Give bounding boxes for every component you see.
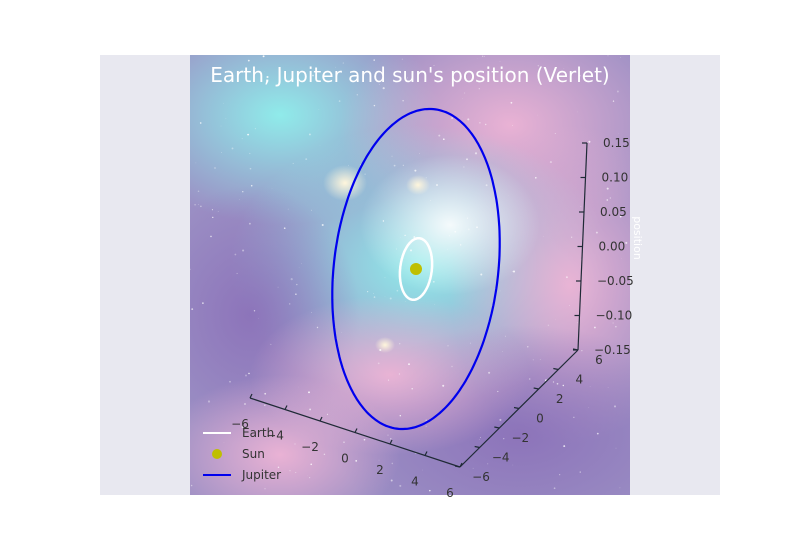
x-axis-tick (249, 393, 253, 399)
legend-label-sun: Sun (242, 447, 265, 461)
y-axis-tick (474, 445, 480, 449)
x-axis-tick (389, 439, 393, 445)
y-axis-tick-label: −2 (511, 431, 529, 445)
x-axis-tick-label: −4 (266, 429, 284, 443)
series-jupiter-orbit (331, 107, 501, 431)
x-axis-tick (354, 428, 358, 433)
z-axis-tick-label: 0.05 (600, 205, 627, 219)
legend: Earth Sun Jupiter (203, 426, 281, 482)
x-axis-tick-label: −2 (301, 440, 319, 454)
y-axis-tick-label: 2 (556, 392, 564, 406)
x-axis-tick-label: 0 (341, 452, 349, 466)
series-layer (331, 107, 501, 431)
y-axis-tick-label: 6 (595, 353, 603, 367)
y-axis-tick (553, 367, 559, 371)
nebula-background-image (190, 55, 630, 495)
z-axis-tick-label: 0.00 (599, 240, 626, 254)
z-axis-tick-label: 0.10 (602, 171, 629, 185)
y-axis-tick (533, 387, 539, 390)
y-axis-tick-label: 0 (536, 412, 544, 426)
series-sun-marker (410, 263, 422, 275)
x-axis-tick (319, 416, 323, 422)
z-axis: −0.15 −0.10 −0.05 0.00 0.05 0.10 0.15 (573, 136, 634, 357)
z-axis-tick-label: −0.10 (596, 309, 633, 323)
x-axis-tick-label: −6 (231, 417, 249, 431)
x-axis-tick-label: 2 (376, 463, 384, 477)
x-axis-tick-label: 6 (446, 486, 454, 500)
y-axis-tick-label: 4 (576, 373, 584, 387)
z-axis-tick-label: 0.15 (603, 136, 630, 150)
legend-label-jupiter: Jupiter (241, 468, 281, 482)
x-axis: −6 −4 −2 0 2 4 6 (231, 393, 463, 500)
chart-title: Earth, Jupiter and sun's position (Verle… (210, 63, 609, 87)
y-axis-tick (494, 426, 500, 429)
z-axis-tick-label: −0.05 (597, 274, 634, 288)
y-axis-tick-label: −6 (472, 470, 490, 484)
x-axis-tick-label: 4 (411, 475, 419, 489)
z-axis-label: position (631, 216, 644, 260)
x-axis-tick (284, 405, 288, 410)
legend-label-earth: Earth (242, 426, 274, 440)
y-axis-tick (513, 406, 520, 410)
legend-swatch-sun (212, 449, 222, 459)
x-axis-tick (424, 451, 428, 456)
series-earth-orbit (398, 236, 434, 302)
y-axis-tick-label: −4 (492, 451, 510, 465)
z-axis-tick-label: −0.15 (594, 343, 631, 357)
y-axis-tick (454, 465, 461, 468)
